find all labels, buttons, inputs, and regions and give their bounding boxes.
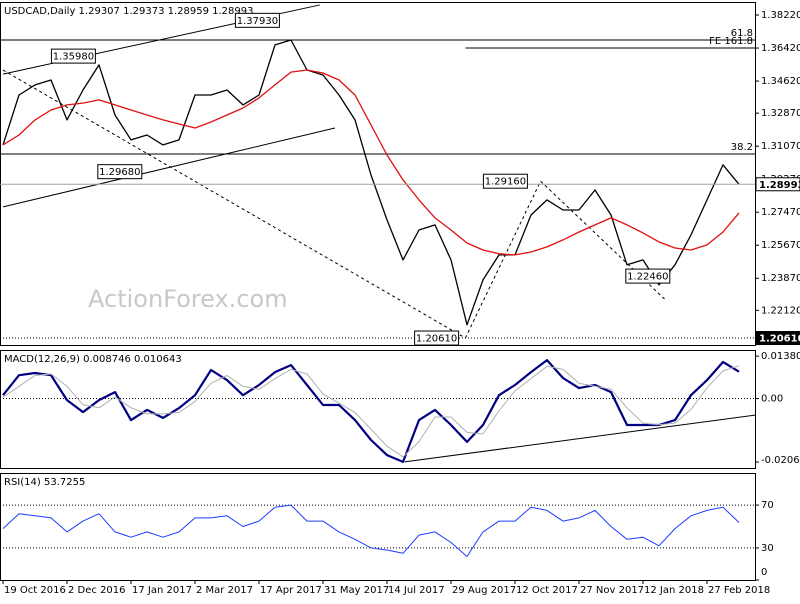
y-tick-label: 30 <box>761 543 774 554</box>
x-tick-label: 14 Jul 2017 <box>388 585 445 596</box>
x-tick-label: 19 Oct 2016 <box>4 585 66 596</box>
marker-box <box>755 177 800 192</box>
y-tick-label: 0 <box>761 567 767 578</box>
y-tick-label: 1.36420 <box>761 43 800 54</box>
level-label: FE 161.8 <box>709 36 753 47</box>
level-label: 38.2 <box>731 142 753 153</box>
annotation-label: 1.20610 <box>416 334 457 345</box>
x-tick-label: 17 Apr 2017 <box>260 585 322 596</box>
annotation-label: 1.22460 <box>627 272 668 283</box>
y-tick-label: 1.27470 <box>761 207 800 218</box>
price-panel <box>0 2 756 346</box>
annotation-box <box>482 173 528 189</box>
y-tick-label: 1.25670 <box>761 240 800 251</box>
y-tick-label: 1.31070 <box>761 141 800 152</box>
panel-title: MACD(12,26,9) 0.008746 0.010643 <box>4 354 182 365</box>
y-tick-label: 1.34620 <box>761 76 800 87</box>
x-tick-label: 2 Dec 2016 <box>68 585 126 596</box>
trend-line <box>540 180 666 301</box>
series-line <box>2 39 740 326</box>
annotation-label: 1.29680 <box>99 167 140 178</box>
y-tick-label: 1.32870 <box>761 108 800 119</box>
annotation-box <box>414 330 460 346</box>
x-tick-label: 2 Mar 2017 <box>196 585 253 596</box>
annotation-box <box>625 268 671 284</box>
x-tick-label: 12 Jan 2018 <box>644 585 704 596</box>
level-label: 61.8 <box>731 28 753 39</box>
series-line <box>2 504 740 557</box>
series-line <box>2 359 740 463</box>
x-tick-label: 29 Aug 2017 <box>452 585 516 596</box>
y-tick-label: 0.013802 <box>761 351 800 362</box>
annotation-box <box>50 48 96 64</box>
marker-label: 1.20610 <box>759 334 800 345</box>
panel-1 <box>0 359 755 463</box>
series-line <box>2 69 740 256</box>
x-tick-label: 17 Jan 2017 <box>132 585 192 596</box>
trend-line <box>464 180 542 339</box>
trend-line <box>2 69 466 339</box>
trend-line <box>2 127 336 208</box>
y-tick-label: 1.22120 <box>761 305 800 316</box>
rsi-panel <box>0 473 756 581</box>
x-tick-label: 27 Nov 2017 <box>580 585 644 596</box>
watermark: ActionForex.com <box>88 285 288 313</box>
marker-box <box>755 331 800 346</box>
annotation-label: 1.35980 <box>53 52 94 63</box>
annotation-label: 1.29160 <box>485 177 526 188</box>
annotation-box <box>234 12 280 28</box>
macd-panel <box>0 350 756 469</box>
annotation-box <box>97 164 143 180</box>
y-tick-label: 70 <box>761 500 774 511</box>
x-tick-label: 27 Feb 2018 <box>708 585 770 596</box>
y-tick-label: 1.23870 <box>761 273 800 284</box>
y-tick-label: 0.00 <box>761 394 783 405</box>
x-tick-label: 31 May 2017 <box>324 585 389 596</box>
marker-label: 1.28993 <box>759 180 800 191</box>
x-tick-label: 12 Oct 2017 <box>516 585 578 596</box>
trend-line <box>404 414 755 463</box>
panel-title: USDCAD,Daily 1.29307 1.29373 1.28959 1.2… <box>4 6 254 17</box>
series-line <box>2 365 740 458</box>
y-tick-label: 1.38220 <box>761 10 800 21</box>
y-tick-label: -0.020648 <box>761 455 800 466</box>
panel-2 <box>0 504 755 557</box>
panel-title: RSI(14) 53.7255 <box>4 477 85 488</box>
annotation-label: 1.37930 <box>237 16 278 27</box>
